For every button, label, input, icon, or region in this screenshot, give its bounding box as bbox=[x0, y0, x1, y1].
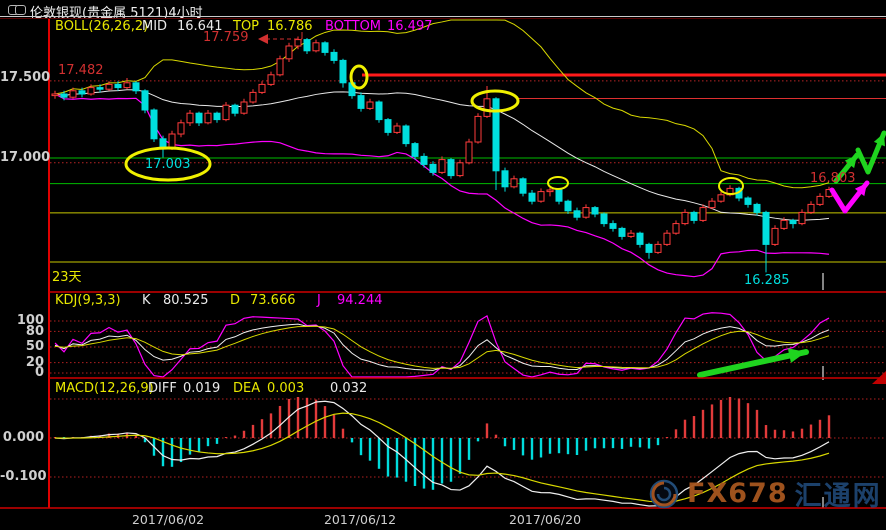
macd-dea-value: 0.003 bbox=[267, 381, 305, 396]
price-tick-17000: 17.000 bbox=[0, 150, 51, 165]
kdj-tick-100: 100 bbox=[16, 313, 44, 328]
peak-price-label: 17.759 bbox=[203, 30, 249, 45]
kdj-j-label: J bbox=[317, 293, 321, 308]
boll-bottom-value: 16.497 bbox=[387, 19, 433, 34]
kdj-d-label: D bbox=[230, 293, 241, 308]
current-price-label: 16.803 bbox=[810, 171, 856, 186]
kdj-tick-50: 50 bbox=[25, 339, 44, 354]
kdj-indicator-label[interactable]: KDJ(9,3,3) bbox=[55, 293, 121, 308]
kdj-k-label: K bbox=[142, 293, 151, 308]
macd-dea-label: DEA bbox=[233, 381, 261, 396]
boll-indicator-label[interactable]: BOLL(26,26,2) bbox=[55, 19, 149, 34]
fx678-logo-icon bbox=[649, 479, 679, 508]
kdj-j-value: 94.244 bbox=[337, 293, 383, 308]
macd-diff-value: 0.019 bbox=[183, 381, 221, 396]
circled-low-price-label: 17.003 bbox=[145, 157, 191, 172]
kdj-tick-80: 80 bbox=[25, 324, 44, 339]
title-separator bbox=[0, 16, 886, 17]
boll-top-value: 16.786 bbox=[267, 19, 313, 34]
macd-indicator-label[interactable]: MACD(12,26,9) bbox=[55, 381, 154, 396]
days-note-label: 23天 bbox=[52, 270, 82, 285]
title-bar: 伦敦银现(贵金属 5121)4小时 bbox=[0, 0, 886, 21]
date-tick-3: 2017/06/20 bbox=[508, 512, 582, 527]
macd-tick-neg: -0.100 bbox=[0, 469, 47, 484]
date-tick-1: 2017/06/02 bbox=[131, 512, 205, 527]
macd-tick-zero: 0.000 bbox=[2, 430, 44, 445]
macd-diff-label: DIFF bbox=[148, 381, 177, 396]
kdj-d-value: 73.666 bbox=[250, 293, 296, 308]
swing-low-price-label: 16.285 bbox=[744, 273, 790, 288]
resistance-price-label: 17.482 bbox=[58, 63, 104, 78]
boll-top-label: TOP bbox=[233, 19, 260, 34]
window-link-icon[interactable] bbox=[8, 5, 26, 15]
price-tick-17500: 17.500 bbox=[0, 70, 51, 85]
macd-bar-value: 0.032 bbox=[330, 381, 368, 396]
instrument-title: 伦敦银现(贵金属 5121)4小时 bbox=[30, 6, 203, 21]
boll-mid-value: 16.641 bbox=[177, 19, 223, 34]
kdj-k-value: 80.525 bbox=[163, 293, 209, 308]
boll-mid-label: MID bbox=[142, 19, 168, 34]
watermark-site: 汇通网 bbox=[794, 481, 882, 512]
watermark-brand: FX678 bbox=[687, 478, 788, 509]
kdj-tick-20: 20 bbox=[25, 355, 44, 370]
kdj-tick-0: 0 bbox=[34, 365, 44, 380]
chart-top-border bbox=[0, 18, 886, 19]
date-tick-2: 2017/06/12 bbox=[323, 512, 397, 527]
watermark: FX678 汇通网 bbox=[648, 474, 882, 513]
boll-bottom-label: BOTTOM bbox=[325, 19, 382, 34]
